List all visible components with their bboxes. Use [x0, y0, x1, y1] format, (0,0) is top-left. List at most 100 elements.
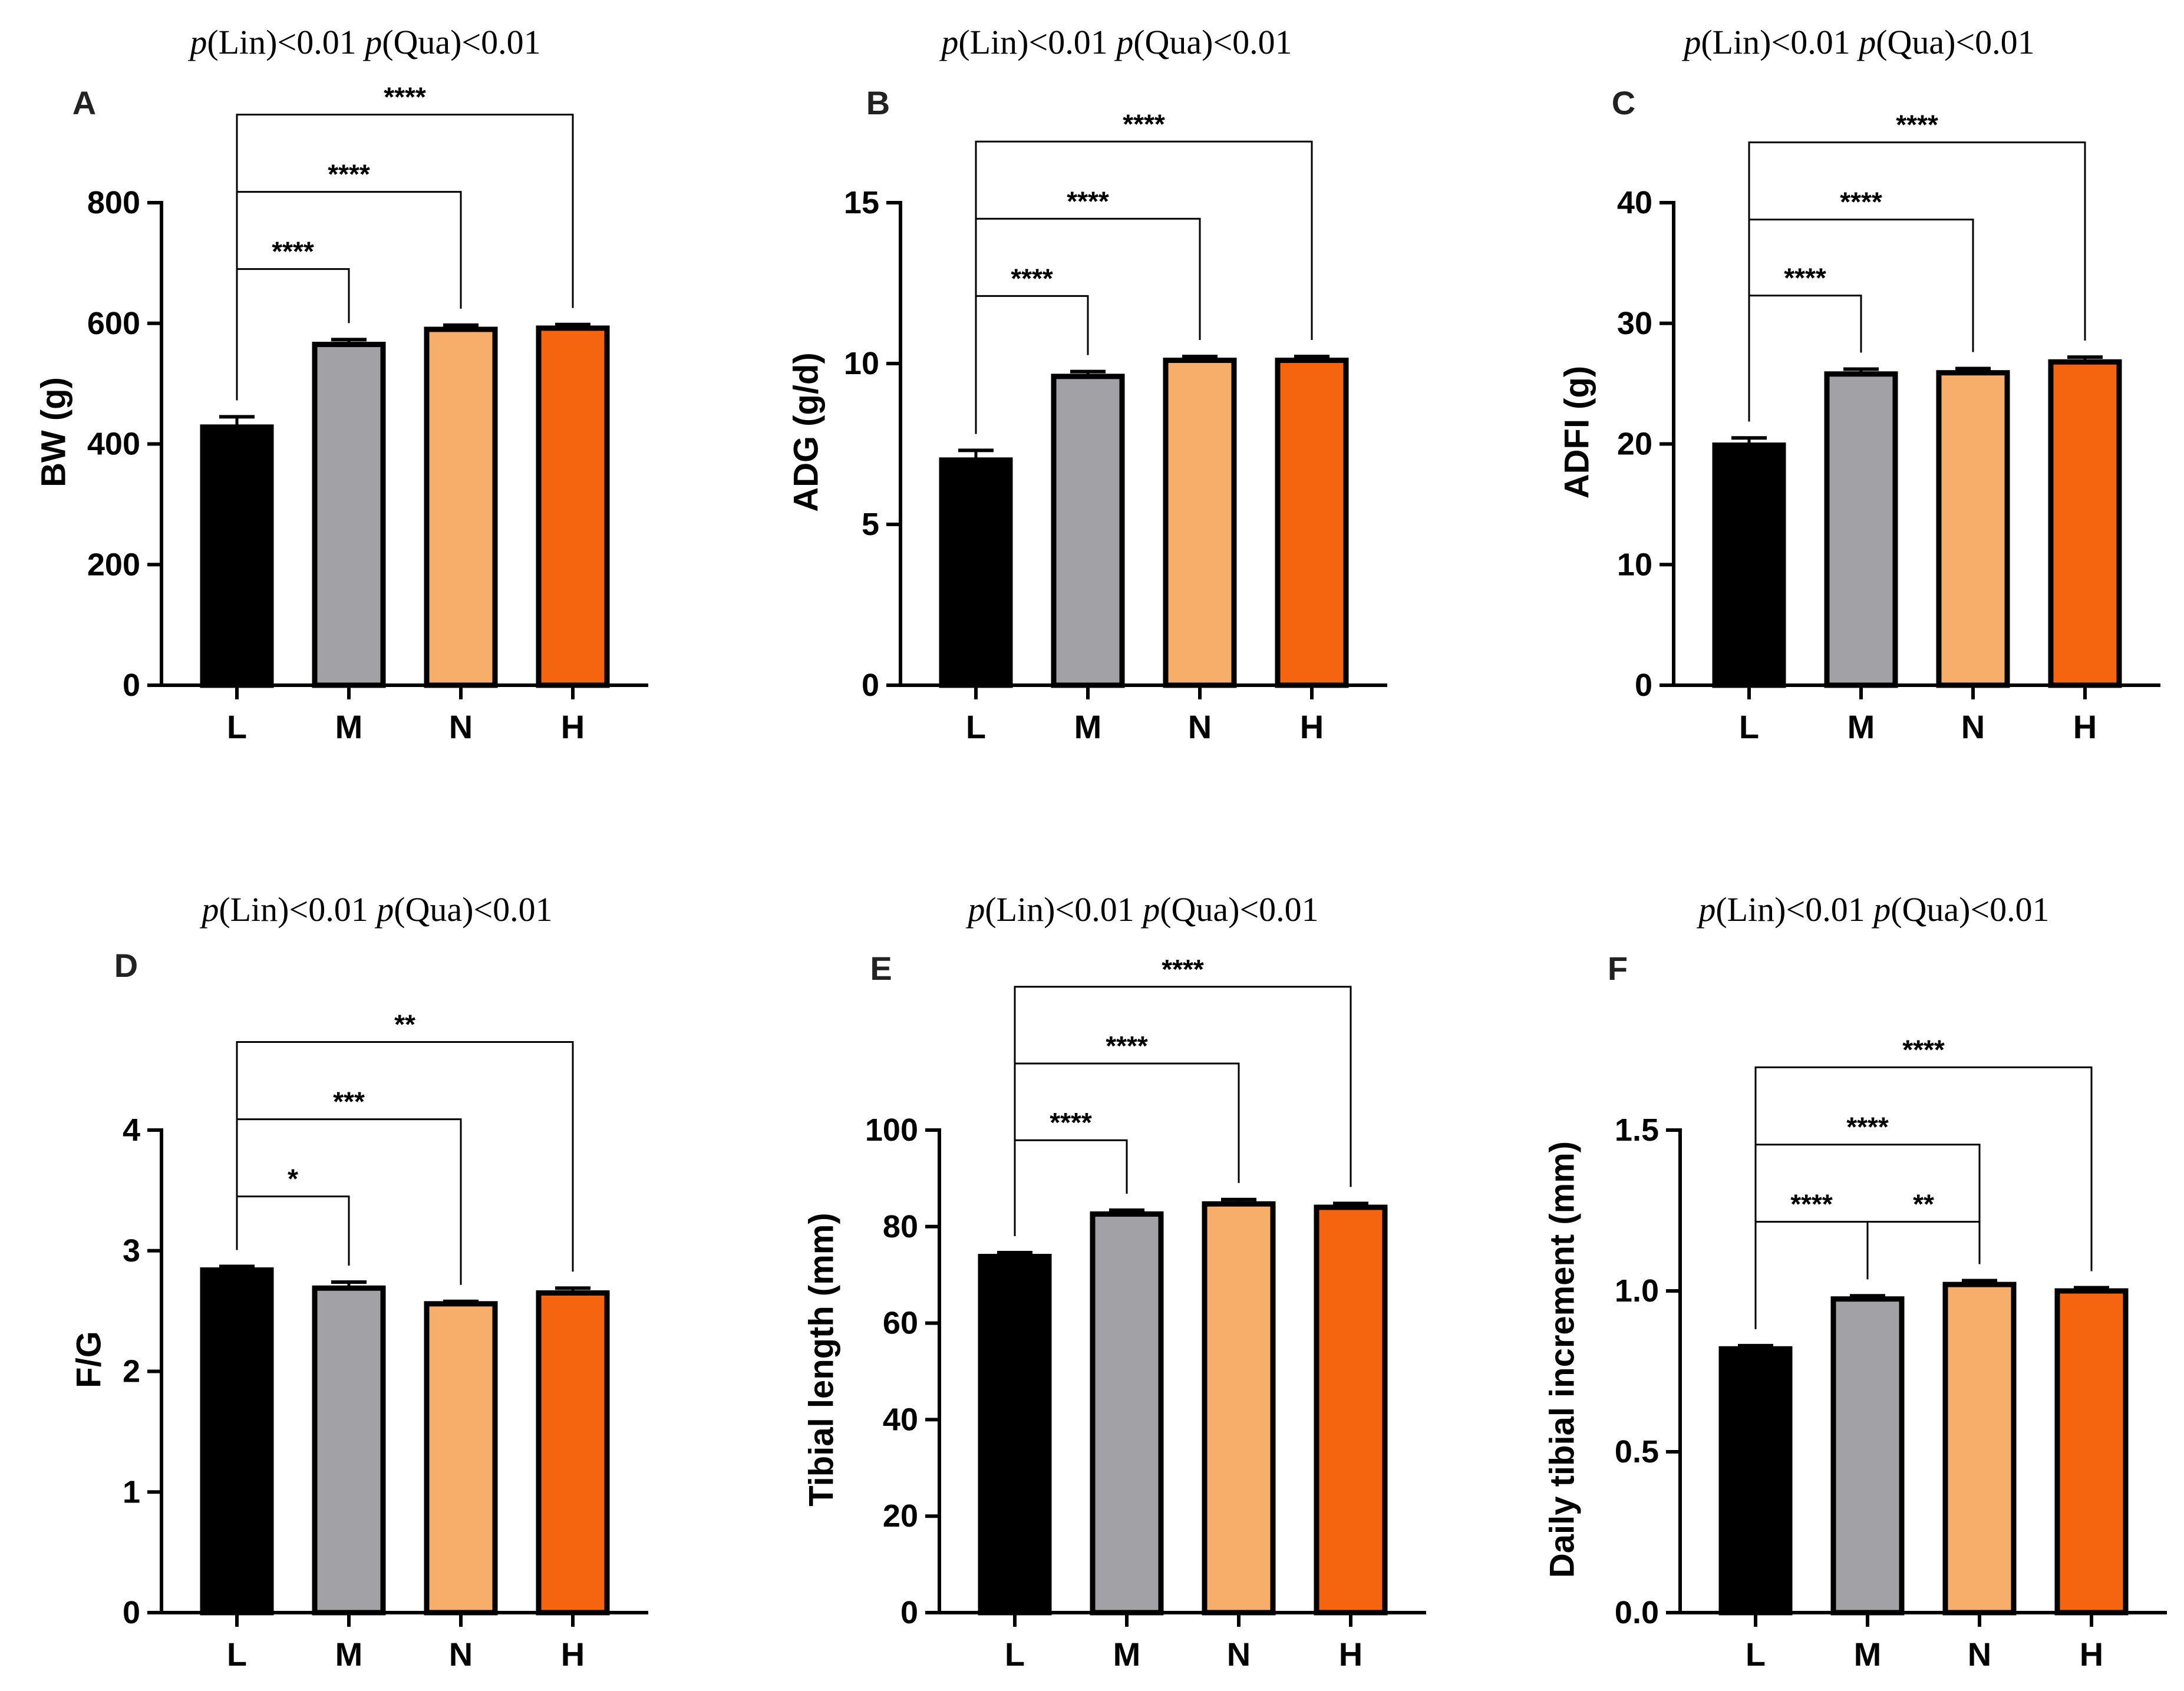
panel-f-bar-H	[2054, 1288, 2129, 1616]
panel-d-y-tick-label: 3	[123, 1233, 140, 1269]
panel-b-title-part-2: p	[1114, 23, 1133, 61]
panel-b-bar-M	[1051, 374, 1125, 688]
panel-d-bar-L	[200, 1267, 274, 1616]
panel-d-y-tick-label: 0	[123, 1595, 140, 1630]
panel-d-y-tick-label: 2	[123, 1354, 140, 1389]
panel-a-title-part-3: (Qua)<0.01	[382, 23, 540, 61]
panel-a-bar-N	[424, 326, 498, 688]
panel-c-title-part-3: (Qua)<0.01	[1876, 23, 2034, 61]
panel-f-y-tick-label: 0.5	[1615, 1434, 1659, 1469]
panel-c-letter: C	[1612, 84, 1635, 121]
panel-e-y-axis-title: Tibial length (mm)	[802, 1213, 840, 1506]
panel-d-sig-label-L-H: **	[394, 1009, 415, 1040]
panel-f-bar-M	[1830, 1296, 1905, 1616]
panel-a-y-tick-label: 0	[123, 668, 140, 703]
panel-f-x-tick-label-M: M	[1854, 1636, 1882, 1673]
panel-f-title-part-2: p	[1871, 890, 1891, 929]
panel-a-bar-L	[200, 424, 274, 688]
panel-d-x-tick-label-N: N	[449, 1636, 473, 1673]
panel-d-title-part-2: p	[374, 890, 394, 929]
panel-a-x-tick-label-M: M	[335, 708, 363, 745]
panel-c-title-part-2: p	[1856, 23, 1876, 61]
panel-d-bar-M	[312, 1285, 386, 1616]
panel-c-bar-H	[2048, 359, 2122, 688]
panel-a-bar-M	[312, 342, 386, 688]
panel-a-y-tick-label: 600	[87, 306, 140, 341]
panel-a-y-axis-title: BW (g)	[34, 377, 72, 487]
panel-c-title: p(Lin)<0.01 p(Qua)<0.01	[1681, 23, 2034, 61]
panel-e-bar-N	[1202, 1201, 1276, 1616]
panel-c-bar-L	[1712, 442, 1786, 688]
panel-f-title: p(Lin)<0.01 p(Qua)<0.01	[1696, 890, 2049, 929]
panel-b-title-part-3: (Qua)<0.01	[1133, 23, 1292, 61]
panel-f-y-tick-label: 1.0	[1615, 1273, 1659, 1309]
panel-e-title-part-2: p	[1140, 890, 1160, 929]
panel-a-title: p(Lin)<0.01 p(Qua)<0.01	[187, 23, 540, 61]
panel-f-sig-bracket-L-H	[1754, 1066, 2093, 1329]
panel-c-y-tick-label: 20	[1617, 427, 1652, 462]
panel-c-x-tick-label-H: H	[2073, 708, 2097, 745]
panel-c-y-tick-label: 0	[1635, 668, 1652, 703]
panel-e-y-tick-label: 60	[883, 1306, 918, 1341]
panel-f-sig-label-L-M: ****	[1790, 1189, 1833, 1220]
panel-d-title-part-1: (Lin)<0.01	[219, 890, 377, 929]
panel-c-bar-M	[1824, 371, 1898, 688]
panel-f-letter: F	[1608, 950, 1628, 987]
panel-d-title: p(Lin)<0.01 p(Qua)<0.01	[199, 890, 552, 929]
panel-d-x-tick-label-M: M	[335, 1636, 363, 1673]
panel-f-y-tick-label: 0.0	[1615, 1595, 1659, 1630]
panel-e-sig-label-L-M: ****	[1050, 1107, 1092, 1138]
panel-c-y-tick-label: 30	[1617, 306, 1652, 341]
panel-c-x-tick-label-N: N	[1961, 708, 1985, 745]
panel-b-letter: B	[866, 84, 890, 121]
panel-e-sig-label-L-N: ****	[1106, 1031, 1148, 1061]
panel-e-title-part-0: p	[965, 890, 985, 929]
panel-a-title-part-0: p	[187, 23, 207, 61]
panel-d-bar-H	[536, 1290, 610, 1616]
panel-d-title-part-0: p	[199, 890, 219, 929]
panel-b-y-tick-label: 15	[844, 185, 879, 220]
panel-f-bar-N	[1942, 1282, 2017, 1616]
panel-e-x-tick-label-M: M	[1113, 1636, 1141, 1673]
panel-f-x-tick-label-L: L	[1746, 1636, 1766, 1673]
panel-b-y-axis-title: ADG (g/d)	[787, 352, 825, 512]
panel-d-y-tick-label: 1	[123, 1474, 140, 1510]
panel-a-letter: A	[72, 84, 96, 121]
panel-c-y-tick-label: 40	[1617, 185, 1652, 220]
panel-c-title-part-0: p	[1681, 23, 1701, 61]
panel-b-sig-label-L-H: ****	[1123, 108, 1165, 139]
panel-a-y-tick-label: 800	[87, 185, 140, 220]
panel-d-sig-bracket-L-M	[236, 1195, 350, 1266]
panel-a-sig-bracket-L-H	[236, 114, 574, 401]
panel-f-x-tick-label-H: H	[2080, 1636, 2103, 1673]
panel-a-sig-label-L-M: ****	[272, 236, 314, 267]
panel-e-title-part-3: (Qua)<0.01	[1160, 890, 1318, 929]
panel-d-sig-bracket-L-H	[236, 1041, 574, 1272]
panel-c-bar-N	[1936, 370, 2010, 688]
panel-e-y-tick-label: 80	[883, 1209, 918, 1244]
panel-e-bar-L	[978, 1254, 1052, 1616]
panel-a-sig-label-L-N: ****	[328, 159, 370, 190]
panel-f-title-part-3: (Qua)<0.01	[1891, 890, 2049, 929]
panel-e-letter: E	[870, 950, 892, 987]
panel-b-bar-H	[1275, 358, 1349, 688]
panel-b-title-part-0: p	[939, 23, 958, 61]
panel-e-title-part-1: (Lin)<0.01	[985, 890, 1143, 929]
panel-b-y-tick-label: 10	[844, 346, 879, 381]
panel-e-sig-bracket-L-H	[1014, 986, 1352, 1237]
panel-f-sig-label-L-N: ****	[1846, 1112, 1889, 1142]
panel-c-sig-bracket-L-H	[1748, 141, 2086, 422]
panel-a-title-part-2: p	[362, 23, 382, 61]
panel-e-title: p(Lin)<0.01 p(Qua)<0.01	[965, 890, 1318, 929]
panel-c-title-part-1: (Lin)<0.01	[1701, 23, 1859, 61]
panel-b-y-tick-label: 0	[862, 668, 879, 703]
panel-b-x-tick-label-N: N	[1188, 708, 1212, 745]
panel-f-sig-label-M-N: **	[1913, 1189, 1934, 1220]
panel-f-bar-L	[1718, 1346, 1793, 1616]
panel-a-bar-H	[536, 325, 610, 688]
panel-a-x-tick-label-L: L	[227, 708, 247, 745]
panel-b-x-tick-label-M: M	[1074, 708, 1102, 745]
panel-e-bar-H	[1314, 1204, 1388, 1616]
panel-d-sig-label-L-N: ***	[333, 1086, 365, 1117]
